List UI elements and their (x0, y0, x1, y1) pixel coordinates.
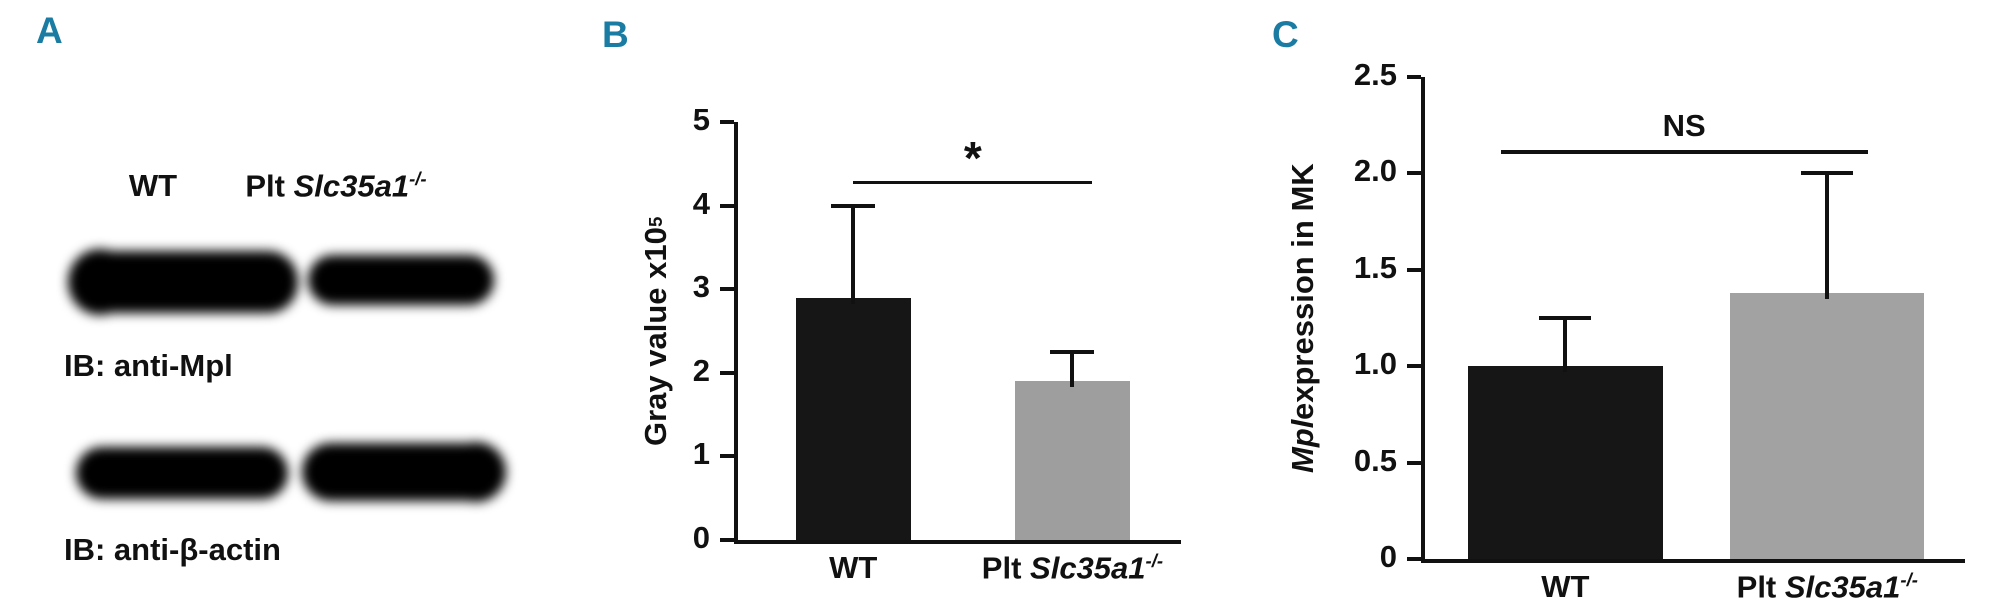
y-tick-label: 4 (692, 185, 710, 221)
y-tick-label: 2.5 (1353, 57, 1397, 92)
y-tick (720, 287, 734, 292)
bar-wt (1468, 366, 1663, 559)
y-tick (720, 370, 734, 375)
error-bar-cap-wt (1539, 316, 1592, 320)
y-tick-label: 0.5 (1353, 442, 1397, 478)
blot-band-row-mpl (68, 249, 494, 315)
bar-wt (795, 297, 911, 540)
error-bar-cap-plt-slc35a1 (1050, 349, 1095, 354)
y-axis (734, 122, 738, 544)
y-tick-label: 1.5 (1353, 249, 1397, 285)
y-tick (1407, 171, 1421, 176)
error-bar-line-plt-slc35a1 (1825, 173, 1830, 299)
error-bar-line-plt-slc35a1 (1070, 351, 1075, 388)
y-tick (1407, 557, 1421, 561)
y-tick (1407, 460, 1421, 465)
error-bar-cap-plt-slc35a1 (1801, 171, 1854, 176)
y-tick (1407, 75, 1421, 79)
panel-b-bar-chart: 0 1 2 3 4 5 WT Plt Slc35a1-/- * Gray value x10 5 (638, 102, 1181, 585)
panel-letter-a: A (36, 10, 63, 51)
x-category-label-wt: WT (829, 550, 878, 585)
error-bar-line-wt (851, 205, 856, 304)
y-tick (720, 120, 734, 124)
panel-c-bar-chart: 0 0.5 1.0 1.5 2.0 2.5 WT Plt Slc35a1-/- NS Mpl ex… (1285, 57, 1965, 604)
blot-band-row-actin (76, 442, 506, 502)
y-tick (720, 454, 734, 459)
y-tick (1407, 267, 1421, 272)
western-blot-image (68, 249, 506, 502)
blot-label-anti-beta-actin: IB: anti-β-actin (64, 532, 281, 567)
y-axis-title: Gray value x10 5 (638, 216, 673, 446)
blot-band-mpl-plt (308, 255, 494, 305)
y-axis (1421, 77, 1425, 563)
y-tick-label: 0 (692, 520, 710, 555)
significance-label: * (963, 131, 982, 184)
y-tick (720, 203, 734, 208)
blot-band-actin-plt-edge (446, 442, 506, 502)
blot-band-mpl-wt-edge (68, 249, 132, 315)
y-tick-label: 5 (692, 102, 710, 137)
blot-band-actin-wt (76, 447, 288, 499)
x-axis (734, 540, 1181, 544)
lane-label-wt: WT (128, 168, 178, 203)
y-tick-label: 1 (692, 436, 710, 472)
bar-plt-slc35a1 (1730, 292, 1925, 559)
significance-label: NS (1662, 108, 1706, 144)
panel-letter-c: C (1272, 14, 1299, 55)
y-tick-label: 2.0 (1353, 153, 1397, 189)
error-bar-line-wt (1563, 318, 1568, 373)
y-tick-label: 1.0 (1353, 346, 1397, 382)
lane-label-plt-slc35a1: Plt Slc35a1-/- (245, 168, 427, 204)
y-axis-title: Mpl expression in MK (1285, 162, 1320, 474)
x-category-label-wt: WT (1541, 569, 1590, 604)
panel-letter-b: B (602, 14, 629, 55)
bar-plt-slc35a1 (1014, 381, 1131, 540)
y-tick-label: 2 (692, 352, 710, 388)
x-category-label-plt-slc35a1: Plt Slc35a1-/- (1736, 569, 1918, 605)
y-tick (1407, 364, 1421, 369)
blot-label-anti-mpl: IB: anti-Mpl (64, 348, 233, 383)
significance-line (1500, 150, 1868, 154)
significance-line (853, 180, 1093, 185)
x-axis (1421, 559, 1965, 563)
y-tick (720, 538, 734, 542)
x-category-label-plt-slc35a1: Plt Slc35a1-/- (981, 550, 1164, 586)
y-tick-label: 0 (1379, 539, 1397, 574)
y-tick-label: 3 (692, 269, 710, 305)
error-bar-cap-wt (831, 203, 876, 208)
